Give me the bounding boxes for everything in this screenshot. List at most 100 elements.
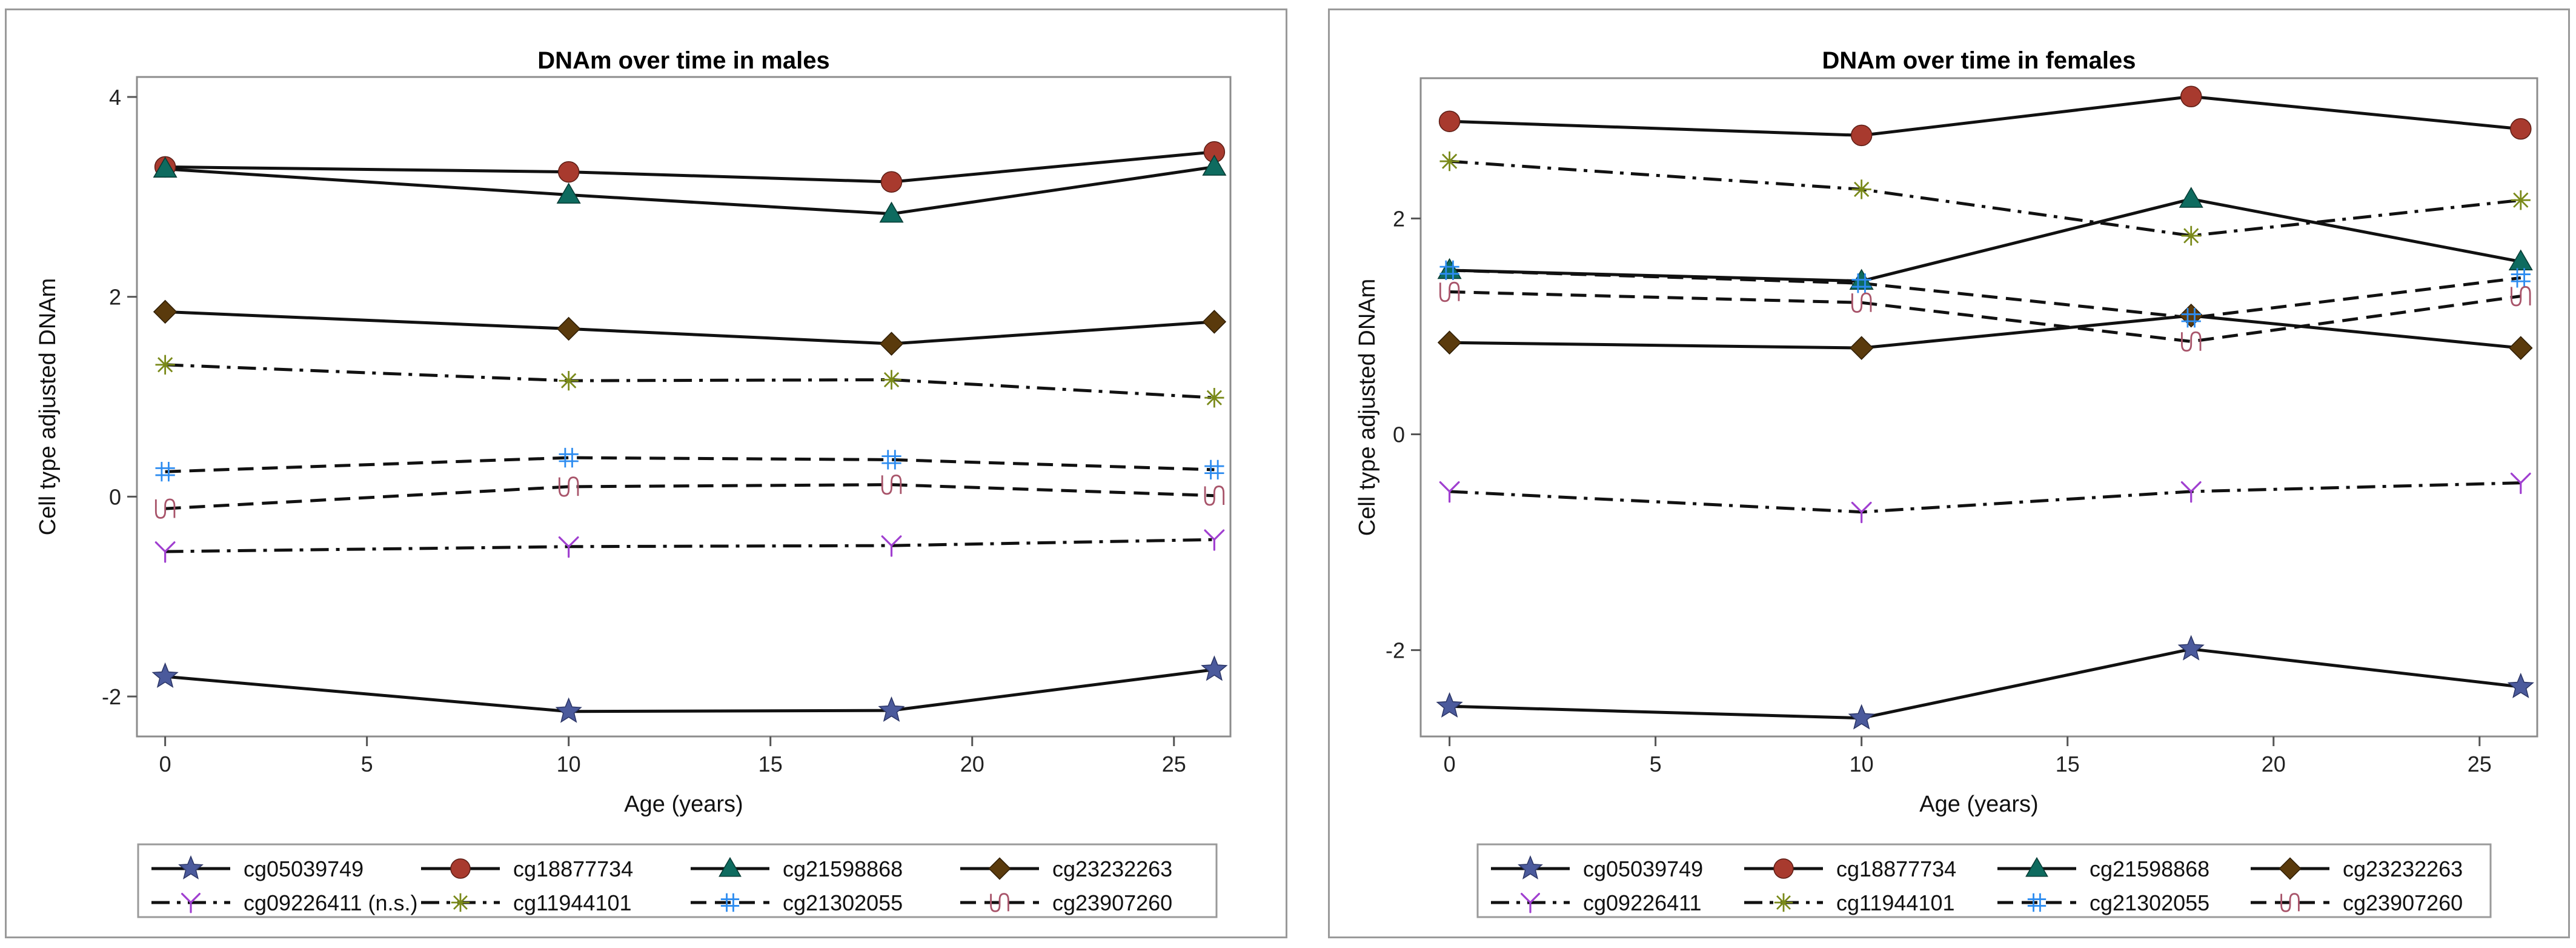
point-cg21598868 (879, 201, 904, 223)
x-axis-label: Age (years) (1919, 792, 2038, 817)
point-cg21302055 (155, 462, 175, 482)
series-line-cg09226411 (165, 538, 1215, 553)
point-cg11944101 (881, 370, 901, 390)
chart-title: DNAm over time in females (1822, 47, 2136, 74)
point-cg21302055 (1851, 273, 1871, 293)
point-cg18877734 (2180, 85, 2202, 108)
legend-marker-cg11944101 (451, 893, 470, 912)
legend-label: cg21598868 (783, 856, 903, 881)
legend-marker-cg09226411 (1521, 893, 1540, 913)
point-cg23907260 (558, 476, 579, 497)
series-line-cg23232263 (1449, 314, 2521, 350)
females-chart: DNAm over time in females 0 5 10 15 20 25 -2 0 2 A… (1355, 47, 2538, 918)
point-cg18877734 (1850, 124, 1873, 147)
point-cg18877734 (557, 161, 580, 183)
series-line-cg21598868 (1449, 197, 2521, 283)
series-line-cg11944101 (1449, 159, 2521, 238)
legend-label: cg09226411 (1583, 890, 1702, 915)
point-cg09226411 (154, 541, 176, 563)
point-cg23907260 (881, 474, 902, 495)
legend-label: cg05039749 (1583, 856, 1703, 881)
x-tick-label: 25 (2468, 752, 2492, 776)
y-tick-label: 0 (109, 484, 121, 509)
point-cg11944101 (1439, 151, 1459, 172)
point-cg23232263 (2179, 303, 2203, 328)
legend-label: cg21598868 (2090, 856, 2209, 881)
point-cg11944101 (1851, 179, 1871, 199)
series-line-cg05039749 (165, 668, 1215, 713)
point-cg23907260 (1204, 486, 1225, 506)
point-cg21302055 (1204, 459, 1224, 480)
series-line-cg21302055 (1449, 269, 2521, 319)
point-cg09226411 (1204, 529, 1225, 551)
chart-title: DNAm over time in males (537, 47, 829, 74)
point-cg21302055 (2181, 308, 2201, 328)
point-cg09226411 (2180, 481, 2202, 503)
x-tick-label: 10 (557, 752, 581, 776)
y-tick-label: 2 (109, 285, 121, 310)
point-cg05039749 (1436, 692, 1463, 718)
point-cg05039749 (2507, 672, 2534, 698)
point-cg23232263 (1437, 330, 1462, 355)
point-cg21598868 (2179, 187, 2203, 208)
point-cg11944101 (155, 355, 175, 375)
legend-box (137, 843, 1218, 918)
point-cg05039749 (2177, 635, 2205, 661)
point-cg23232263 (1849, 336, 1874, 360)
legend-marker-cg11944101 (1774, 893, 1793, 912)
legend-label: cg11944101 (1836, 890, 1955, 915)
x-tick-label: 5 (1650, 752, 1662, 776)
point-cg21598868 (556, 182, 581, 204)
legend-label: cg18877734 (513, 856, 633, 881)
point-cg21598868 (153, 156, 178, 178)
x-tick-label: 10 (1850, 752, 1874, 776)
series-line-cg09226411 (1449, 481, 2521, 514)
males-chart-panel: DNAm over time in males 0 5 10 15 20 25 -2 0 2 4 Ag… (5, 8, 1287, 938)
point-cg18877734 (880, 171, 903, 193)
point-cg23232263 (2509, 336, 2533, 360)
legend-marker-cg18877734 (450, 858, 471, 879)
legend-label: cg21302055 (2090, 890, 2209, 915)
legend-label: cg18877734 (1836, 856, 1956, 881)
point-cg09226411 (881, 535, 902, 557)
point-cg23907260 (2181, 331, 2202, 352)
point-cg21302055 (559, 447, 579, 468)
series-line-cg18877734 (165, 150, 1215, 184)
point-cg09226411 (2510, 472, 2531, 495)
point-cg21302055 (881, 450, 901, 470)
point-cg18877734 (1438, 110, 1461, 132)
point-cg09226411 (1851, 501, 1872, 524)
point-cg23232263 (556, 316, 581, 341)
plot-area (1419, 77, 2538, 738)
point-cg09226411 (1439, 481, 1460, 503)
point-cg11944101 (1204, 388, 1224, 408)
point-cg05039749 (555, 697, 582, 723)
point-cg05039749 (1848, 704, 1875, 730)
y-axis-label: Cell type adjusted DNAm (1355, 279, 1380, 536)
x-tick-label: 0 (1444, 752, 1456, 776)
y-tick-label: -2 (1386, 638, 1405, 663)
point-cg11944101 (559, 370, 579, 391)
point-cg23232263 (1202, 310, 1227, 334)
legend-label: cg21302055 (783, 890, 903, 915)
legend-marker-cg18877734 (1773, 858, 1794, 879)
series-line-cg05039749 (1449, 647, 2521, 720)
y-axis-label: Cell type adjusted DNAm (35, 278, 61, 536)
x-tick-label: 0 (159, 752, 171, 776)
x-tick-label: 15 (2056, 752, 2080, 776)
legend-marker-cg23232263 (988, 857, 1011, 880)
legend-label: cg23907260 (1052, 890, 1172, 915)
x-tick-label: 5 (361, 752, 373, 776)
series-line-cg23232263 (165, 310, 1215, 345)
legend-label: cg23232263 (2343, 856, 2463, 881)
legend-marker-cg21302055 (2027, 893, 2047, 912)
legend-label: cg11944101 (513, 890, 632, 915)
legend-box (1476, 843, 2492, 918)
y-tick-label: -2 (102, 684, 121, 709)
point-cg23232263 (153, 299, 178, 324)
legend-label: cg09226411 (n.s.) (244, 890, 418, 915)
point-cg05039749 (1201, 655, 1228, 681)
point-cg21598868 (2508, 249, 2533, 271)
legend-marker-cg09226411 (181, 893, 201, 913)
point-cg05039749 (878, 696, 905, 722)
